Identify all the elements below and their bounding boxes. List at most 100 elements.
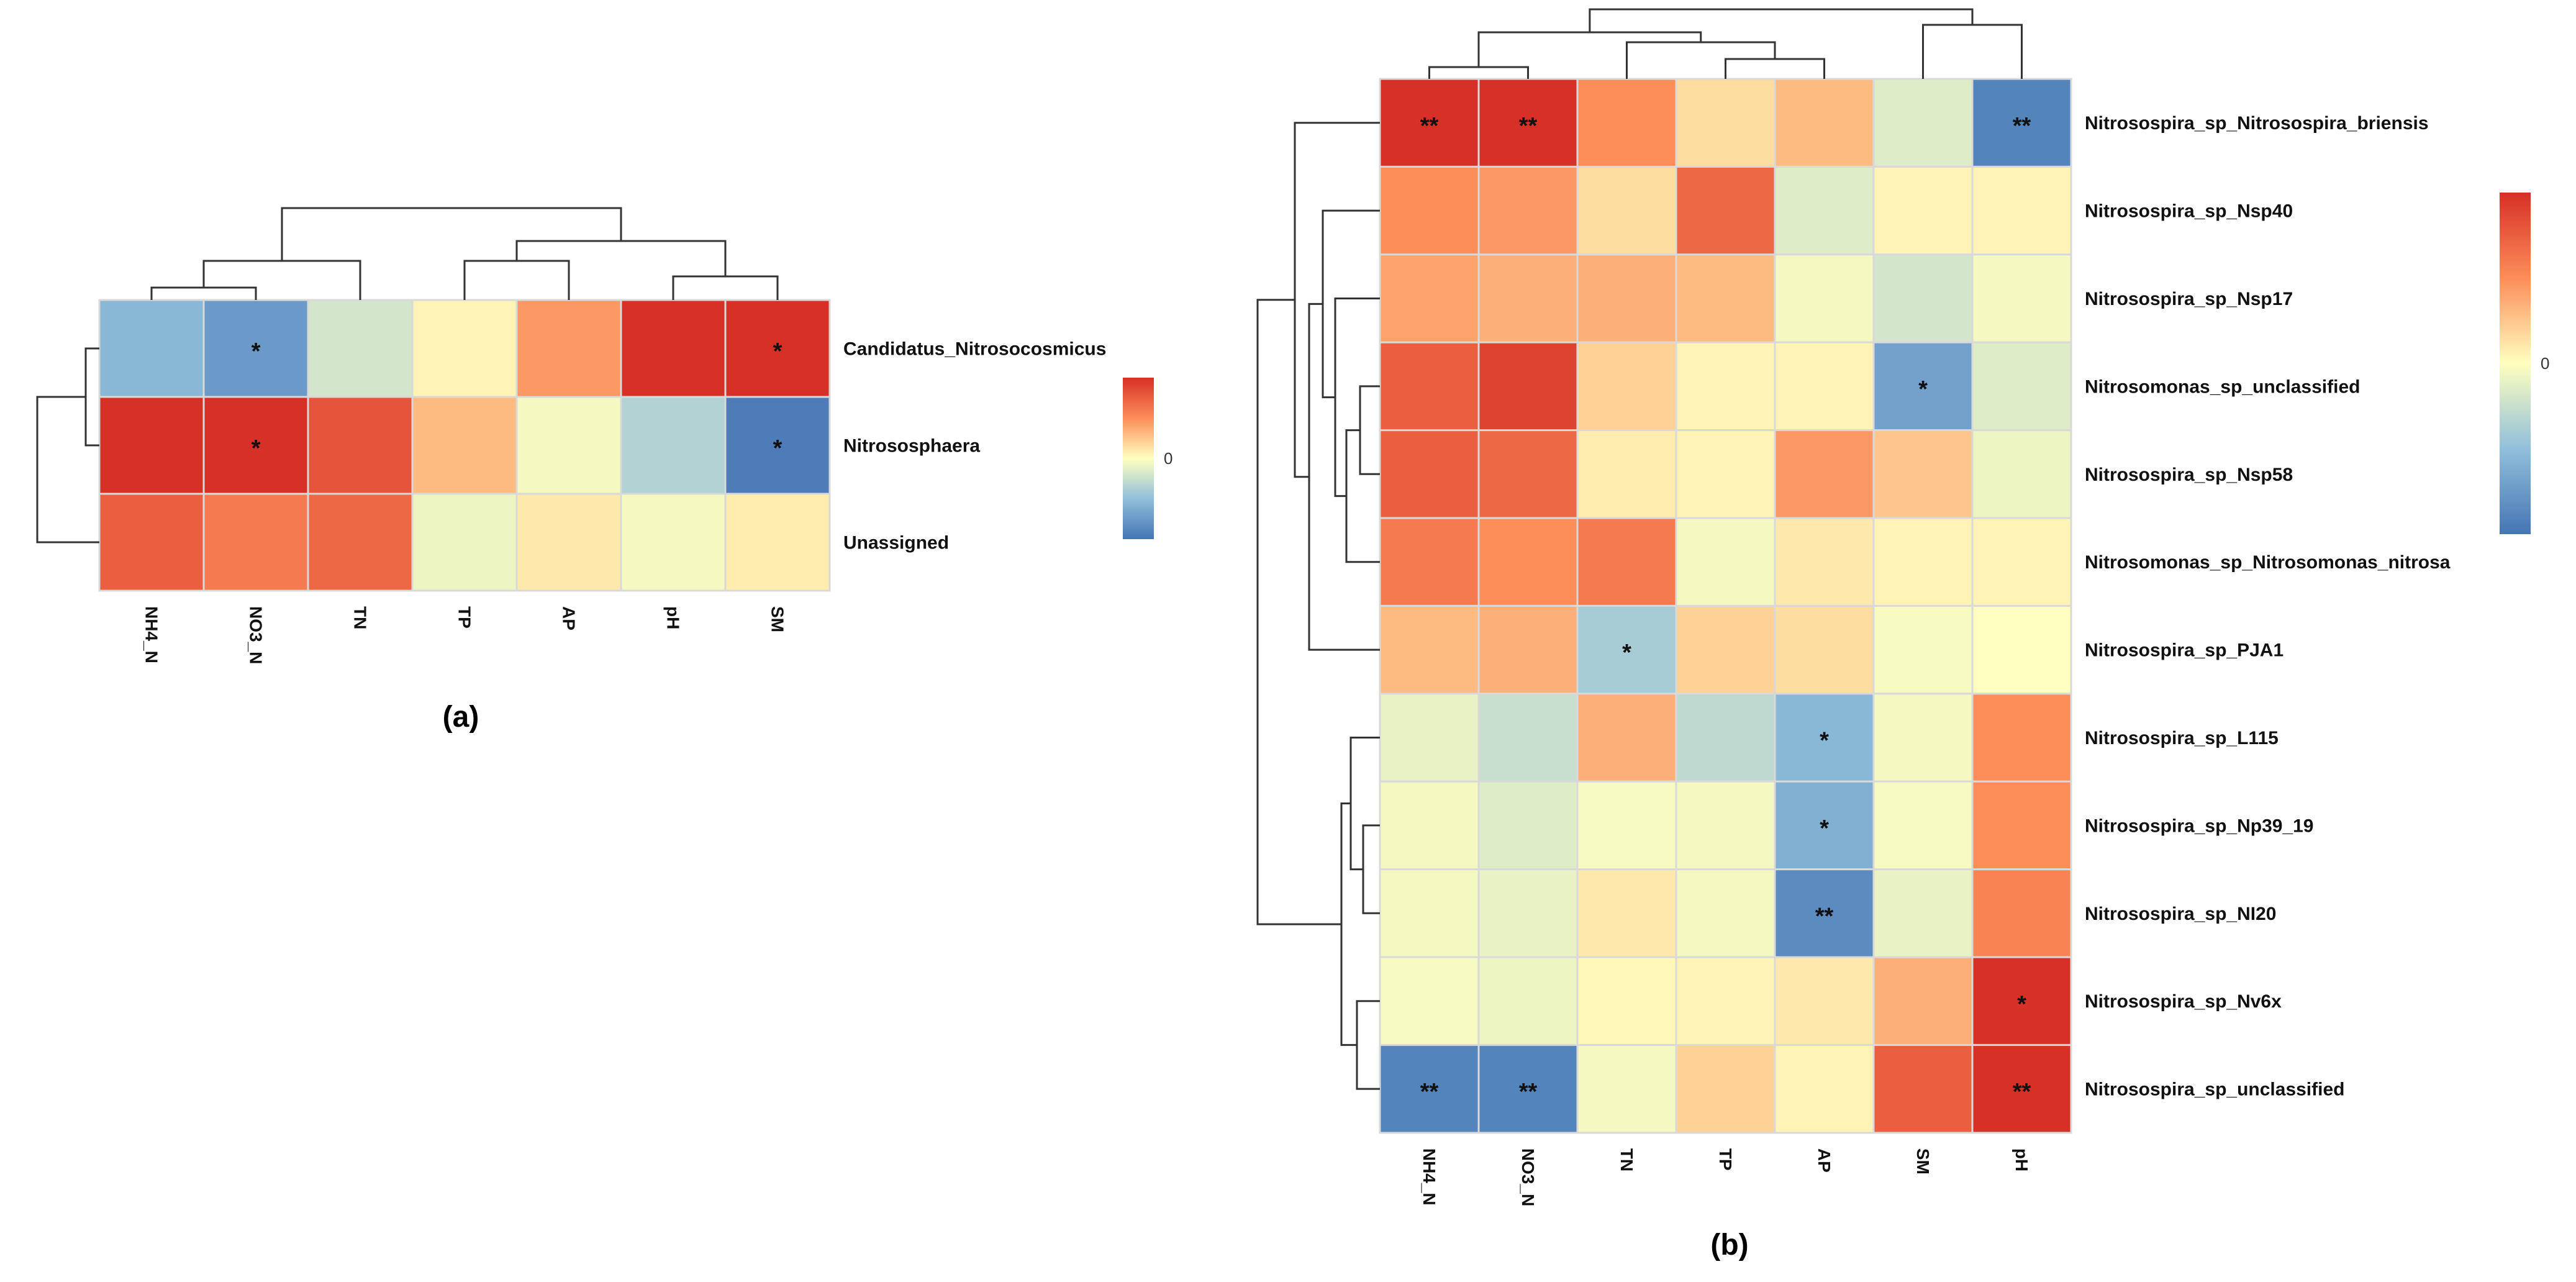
heatmap-b-cell [1477, 693, 1579, 783]
heatmap-b-cell [1675, 604, 1776, 695]
dendrogram-a-columns [672, 275, 779, 300]
heatmap-a-cell [515, 493, 622, 592]
heatmap-b-cell [1872, 429, 1974, 519]
dendrogram-b-rows [1356, 1000, 1380, 1090]
heatmap-a-significance-mark: * [773, 339, 782, 365]
dendrogram-b-rows [1345, 429, 1380, 563]
heatmap-a-cell [98, 493, 205, 592]
heatmap-a-cell [411, 299, 518, 398]
heatmap-b-cell [1872, 1043, 1974, 1134]
heatmap-a-significance-mark: * [252, 339, 261, 365]
heatmap-b-cell [1576, 693, 1677, 783]
heatmap-b-cell [1379, 604, 1480, 695]
heatmap-a-cell [307, 396, 414, 495]
heatmap-b-cell [1971, 693, 2072, 783]
heatmap-b-column-label: TP [1716, 1148, 1735, 1171]
heatmap-b-column-label: TN [1617, 1148, 1636, 1171]
panel-label-b: (b) [1710, 1229, 1748, 1262]
heatmap-b-cell [1971, 1043, 2072, 1134]
heatmap-b-cell [1576, 956, 1677, 1046]
heatmap-b-row-label: Nitrosospira_sp_Np39_19 [2085, 816, 2314, 836]
heatmap-b-cell [1477, 604, 1579, 695]
heatmap-b-cell [1872, 693, 1974, 783]
heatmap-a-column-label: NO3_N [247, 606, 266, 664]
dendrogram-b-rows [1359, 385, 1380, 475]
heatmap-b-row-label: Nitrosospira_sp_Nsp40 [2085, 201, 2293, 222]
heatmap-b-cell [1576, 868, 1677, 958]
colorbar-b-tick-label: 0 [2541, 354, 2549, 373]
heatmap-b-cell [1675, 165, 1776, 256]
heatmap-a-cell [620, 396, 727, 495]
heatmap-a-column-label: AP [560, 606, 579, 630]
heatmap-b-column-label: AP [1815, 1148, 1834, 1173]
dendrogram-a-columns [463, 260, 570, 300]
heatmap-b-cell [1477, 78, 1579, 168]
heatmap-b-row-label: Nitrosospira_sp_L115 [2085, 728, 2279, 748]
heatmap-b-cell [1675, 429, 1776, 519]
heatmap-b-cell [1379, 780, 1480, 871]
heatmap-b-cell [1379, 165, 1480, 256]
colorbar-a [1123, 378, 1154, 539]
heatmap-b-cell [1379, 517, 1480, 607]
heatmap-b-cell [1872, 253, 1974, 343]
heatmap-b-column-label: pH [2012, 1148, 2031, 1171]
dendrogram-b-columns [1428, 66, 1529, 79]
heatmap-a-cell [202, 396, 309, 495]
heatmap-b-row-label: Nitrosospira_sp_Nv6x [2085, 991, 2282, 1012]
heatmap-b-cell [1774, 956, 1875, 1046]
heatmap-b-cell [1872, 165, 1974, 256]
heatmap-b-cell [1971, 165, 2072, 256]
dendrogram-b-columns [1725, 58, 1825, 79]
heatmap-b-row-label: Nitrosospira_sp_PJA1 [2085, 640, 2283, 661]
heatmap-b-cell [1576, 1043, 1677, 1134]
dendrogram-a-columns [150, 286, 257, 300]
heatmap-b-column-label: SM [1913, 1148, 1933, 1175]
heatmap-b-cell [1477, 517, 1579, 607]
heatmap-a-column-label: NH4_N [142, 606, 161, 663]
dendrogram-a-columns [281, 207, 622, 261]
dendrogram-b-rows [1340, 802, 1357, 1046]
heatmap-a-cell [620, 299, 727, 398]
heatmap-b-cell [1774, 868, 1875, 958]
heatmap-b-cell [1379, 253, 1480, 343]
heatmap-b-cell [1774, 429, 1875, 519]
heatmap-b-column-label: NH4_N [1420, 1148, 1439, 1206]
heatmap-b-cell [1477, 165, 1579, 256]
heatmap-b-cell [1477, 780, 1579, 871]
heatmap-b-cell [1774, 693, 1875, 783]
heatmap-b-cell [1872, 517, 1974, 607]
dendrogram-a-rows [36, 396, 99, 543]
dendrogram-b-rows [1294, 122, 1380, 478]
heatmap-b-significance-mark: * [1820, 728, 1829, 754]
heatmap-b-significance-mark: ** [1519, 113, 1538, 139]
heatmap-b-significance-mark: * [1820, 816, 1829, 842]
dendrogram-b-rows [1334, 298, 1380, 498]
dendrogram-b-rows [1322, 209, 1380, 399]
heatmap-b-cell [1872, 868, 1974, 958]
heatmap-b-cell [1675, 956, 1776, 1046]
heatmap-b-cell [1872, 341, 1974, 432]
heatmap-a-cell [98, 299, 205, 398]
heatmap-b-cell [1576, 429, 1677, 519]
heatmap-b-cell [1379, 956, 1480, 1046]
heatmap-a-cell [307, 493, 414, 592]
dendrogram-b-columns [1589, 8, 1974, 32]
heatmap-a-cell [515, 299, 622, 398]
heatmap-b-cell [1675, 341, 1776, 432]
heatmap-b-row-label: Nitrosospira_sp_Nsp58 [2085, 465, 2293, 485]
heatmap-b-cell [1477, 868, 1579, 958]
heatmap-b-significance-mark: ** [2013, 1079, 2031, 1105]
heatmap-b-column-label: NO3_N [1518, 1148, 1538, 1206]
heatmap-a-row-label: Unassigned [843, 533, 949, 553]
dendrogram-b-columns [1922, 24, 2023, 79]
heatmap-b-cell [1576, 165, 1677, 256]
heatmap-b-cell [1675, 517, 1776, 607]
colorbar-a-tick-label: 0 [1164, 449, 1172, 468]
dendrogram-b-rows [1308, 302, 1380, 651]
heatmap-a-row-label: Candidatus_Nitrosocosmicus [843, 339, 1106, 360]
heatmap-b-cell [1379, 429, 1480, 519]
heatmap-b-row-label: Nitrosospira_sp_NI20 [2085, 904, 2276, 924]
heatmap-b-cell [1872, 956, 1974, 1046]
heatmap-b-row-label: Nitrosomonas_sp_Nitrosomonas_nitrosa [2085, 552, 2451, 573]
heatmap-b-cell [1971, 780, 2072, 871]
